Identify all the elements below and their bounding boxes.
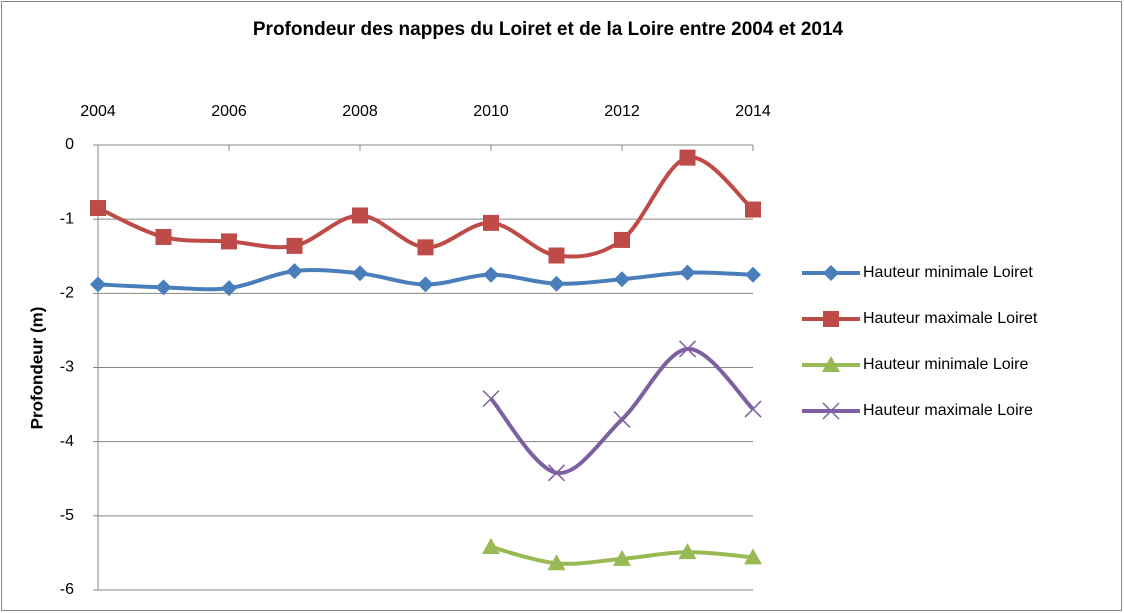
marker: [221, 280, 237, 297]
marker: [614, 271, 630, 288]
legend-marker: [822, 402, 840, 420]
legend-marker: [823, 311, 839, 327]
marker: [482, 390, 500, 408]
y-tick-label: -4: [60, 433, 74, 450]
marker: [221, 233, 237, 250]
marker: [547, 554, 566, 571]
marker: [745, 201, 761, 218]
y-tick-label: -3: [60, 359, 74, 376]
x-tick-label: 2014: [735, 103, 771, 120]
marker: [679, 264, 696, 281]
marker: [483, 266, 499, 283]
marker: [90, 200, 106, 217]
y-tick-label: -6: [60, 581, 74, 598]
marker: [286, 237, 303, 254]
marker: [613, 410, 631, 428]
marker: [483, 214, 499, 231]
marker: [679, 149, 696, 166]
chart-title: Profondeur des nappes du Loiret et de la…: [253, 19, 844, 40]
marker: [155, 279, 172, 296]
marker: [744, 548, 762, 565]
marker: [548, 247, 565, 264]
marker: [417, 239, 434, 256]
legend-marker: [822, 356, 840, 372]
y-tick-label: 0: [65, 136, 74, 153]
marker: [482, 537, 500, 554]
x-tick-label: 2010: [473, 103, 509, 120]
marker: [744, 400, 762, 418]
y-tick-label: -2: [60, 285, 74, 302]
legend-label: Hauteur minimale Loiret: [863, 264, 1033, 281]
marker: [352, 265, 368, 282]
y-tick-label: -1: [60, 210, 74, 227]
legend-marker: [823, 265, 839, 281]
marker: [614, 231, 630, 248]
marker: [745, 266, 761, 283]
marker: [613, 549, 631, 566]
marker: [547, 464, 566, 482]
marker: [548, 275, 565, 292]
marker: [678, 543, 697, 560]
marker: [352, 207, 368, 224]
marker: [678, 340, 697, 358]
x-tick-label: 2006: [211, 103, 247, 120]
y-tick-label: -5: [60, 507, 74, 524]
x-tick-label: 2004: [80, 103, 116, 120]
legend-label: Hauteur maximale Loire: [863, 402, 1033, 419]
legend-label: Hauteur maximale Loiret: [863, 310, 1038, 327]
x-tick-label: 2008: [342, 103, 378, 120]
marker: [286, 263, 303, 280]
marker: [90, 276, 106, 293]
y-axis-label: Profondeur (m): [27, 307, 46, 430]
x-tick-label: 2012: [604, 103, 640, 120]
marker: [417, 276, 434, 293]
legend-label: Hauteur minimale Loire: [863, 356, 1029, 373]
marker: [155, 228, 172, 245]
